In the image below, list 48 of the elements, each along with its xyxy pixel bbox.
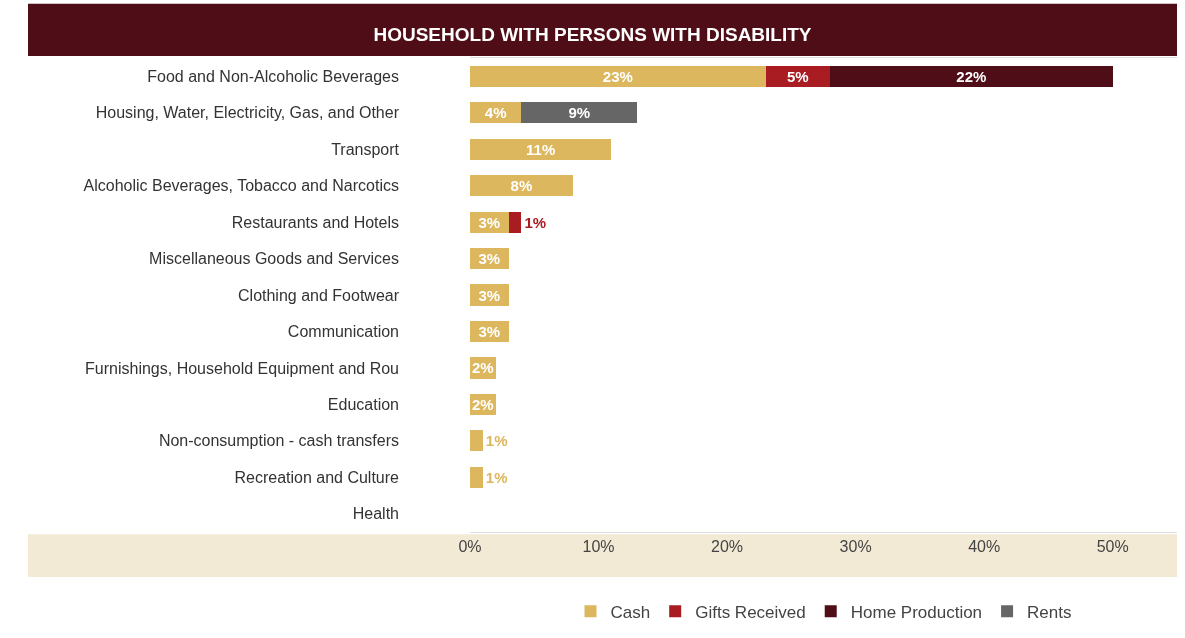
y-tick-label: Education <box>327 395 399 413</box>
data-label: 3% <box>478 213 501 231</box>
y-tick-label: Clothing and Footwear <box>238 286 400 304</box>
data-label: 1% <box>524 213 547 231</box>
data-label: 1% <box>485 468 508 486</box>
y-tick-label: Recreation and Culture <box>234 468 400 486</box>
legend-label: Home Production <box>850 602 983 622</box>
data-label: 3% <box>478 286 501 304</box>
x-tick-label: 40% <box>968 538 1001 556</box>
data-label: 8% <box>510 177 533 195</box>
legend-label: Rents <box>1027 602 1072 622</box>
x-tick-label: 30% <box>839 538 872 556</box>
y-tick-label: Miscellaneous Goods and Services <box>149 250 399 268</box>
y-tick-label: Health <box>352 505 399 523</box>
x-tick-label: 50% <box>1096 538 1129 556</box>
y-tick-label: Transport <box>331 140 400 158</box>
data-label: 4% <box>484 104 507 122</box>
data-label: 3% <box>478 250 501 268</box>
y-tick-label: Food and Non-Alcoholic Beverages <box>147 67 399 85</box>
bar <box>470 65 766 87</box>
data-label: 9% <box>568 104 591 122</box>
bar <box>829 65 1113 87</box>
data-label: 22% <box>956 67 987 85</box>
data-label: 5% <box>786 67 809 85</box>
data-label: 11% <box>526 140 556 158</box>
y-tick-label: Housing, Water, Electricity, Gas, and Other <box>95 104 400 122</box>
data-label: 3% <box>478 322 501 340</box>
bar <box>470 466 483 488</box>
bar <box>470 175 573 197</box>
x-tick-label: 10% <box>582 538 615 556</box>
data-label: 1% <box>485 432 508 450</box>
data-label: 2% <box>472 395 494 413</box>
data-label: 23% <box>602 67 633 85</box>
y-tick-label: Alcoholic Beverages, Tobacco and Narcotics <box>83 177 399 195</box>
y-tick-label: Restaurants and Hotels <box>231 213 399 231</box>
bar <box>470 430 483 452</box>
legend-label: Cash <box>610 602 651 622</box>
y-tick-label: Non-consumption - cash transfers <box>158 432 399 450</box>
bar <box>521 102 638 124</box>
chart-title: HOUSEHOLD WITH PERSONS WITH DISABILITY <box>373 23 812 45</box>
y-tick-label: Furnishings, Household Equipment and Rou <box>85 359 399 377</box>
bar <box>508 211 522 233</box>
data-label: 2% <box>472 359 494 377</box>
bar <box>470 138 612 160</box>
x-tick-label: 20% <box>711 538 744 556</box>
legend-label: Gifts Received <box>695 602 806 622</box>
y-tick-label: Communication <box>287 323 399 341</box>
x-tick-label: 0% <box>458 538 482 556</box>
